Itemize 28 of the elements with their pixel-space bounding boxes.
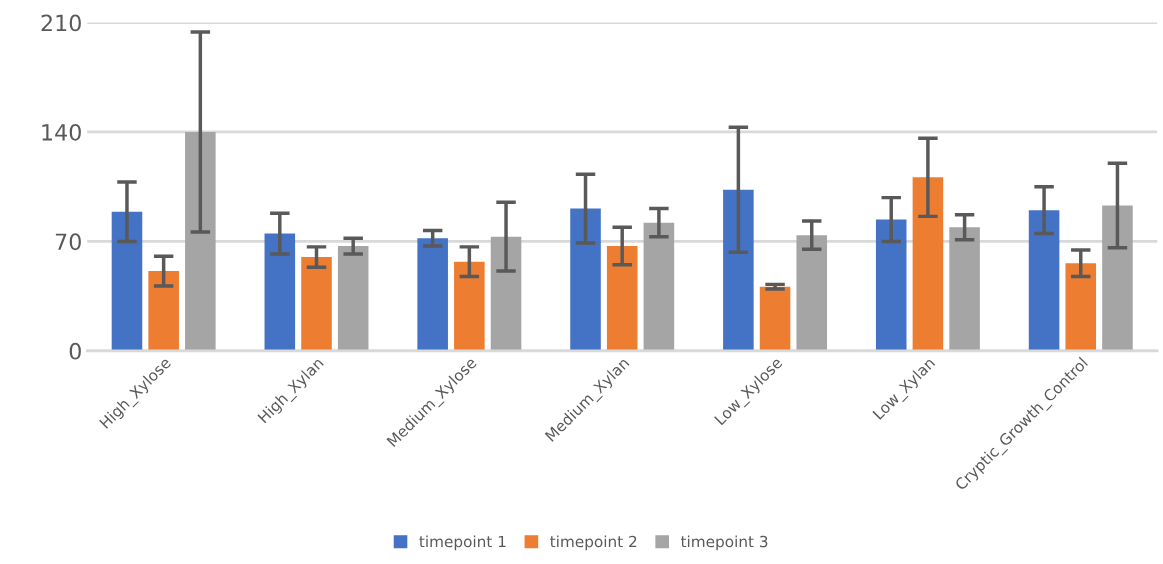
y-tick-label: 210 — [41, 14, 81, 32]
y-tick-label: 140 — [42, 123, 81, 141]
bar — [301, 257, 332, 351]
bar — [796, 235, 828, 351]
bar — [337, 246, 369, 351]
legend-label: timepoint 3 — [680, 535, 768, 551]
bar — [723, 189, 754, 351]
bar — [185, 131, 216, 351]
bar — [912, 177, 944, 351]
bar — [148, 271, 179, 351]
bar — [1065, 263, 1097, 351]
bar — [759, 286, 791, 351]
bar — [570, 208, 601, 351]
legend-label: timepoint 2 — [550, 535, 637, 551]
bar — [606, 246, 638, 351]
bar — [490, 236, 522, 351]
bar — [875, 219, 907, 351]
bar — [1028, 210, 1060, 351]
bar — [454, 261, 485, 351]
bar — [111, 211, 143, 351]
y-tick-label: 0 — [69, 342, 81, 360]
y-tick-label: 70 — [55, 233, 81, 251]
legend-label: timepoint 1 — [419, 535, 506, 551]
bar — [949, 227, 980, 351]
bar — [643, 222, 675, 351]
bar — [417, 238, 448, 351]
bar — [1102, 205, 1133, 351]
bar — [264, 233, 296, 351]
